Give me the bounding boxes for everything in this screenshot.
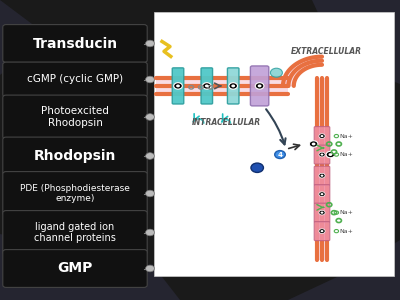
Text: INTRACELLULAR: INTRACELLULAR [192, 118, 260, 127]
Circle shape [320, 212, 324, 214]
FancyBboxPatch shape [3, 62, 147, 97]
Circle shape [319, 229, 325, 233]
FancyBboxPatch shape [3, 95, 147, 139]
FancyBboxPatch shape [172, 68, 184, 104]
Circle shape [320, 135, 324, 137]
FancyBboxPatch shape [3, 211, 147, 254]
FancyBboxPatch shape [154, 12, 394, 276]
Polygon shape [283, 57, 322, 86]
Polygon shape [312, 0, 400, 84]
Circle shape [319, 134, 325, 138]
FancyBboxPatch shape [228, 68, 239, 104]
Text: Na+: Na+ [339, 229, 353, 234]
Circle shape [205, 85, 209, 87]
Circle shape [319, 192, 325, 197]
Circle shape [231, 85, 235, 87]
FancyBboxPatch shape [317, 78, 327, 260]
Circle shape [176, 85, 180, 87]
FancyBboxPatch shape [314, 185, 330, 204]
Circle shape [328, 153, 332, 156]
Circle shape [320, 175, 324, 177]
FancyBboxPatch shape [3, 172, 147, 215]
Text: Na+: Na+ [339, 152, 353, 157]
FancyBboxPatch shape [250, 66, 269, 106]
Text: EXTRACELLULAR: EXTRACELLULAR [291, 47, 362, 56]
Circle shape [146, 114, 154, 120]
Polygon shape [288, 240, 400, 300]
Circle shape [202, 83, 211, 89]
Polygon shape [72, 264, 180, 300]
Polygon shape [0, 0, 48, 75]
Circle shape [326, 151, 335, 158]
Circle shape [319, 210, 325, 215]
Circle shape [251, 163, 264, 172]
Circle shape [255, 83, 264, 89]
Circle shape [146, 40, 154, 47]
Text: Na+: Na+ [339, 210, 353, 215]
Text: Transducin: Transducin [32, 37, 118, 50]
Circle shape [146, 76, 154, 83]
Circle shape [309, 141, 318, 147]
Circle shape [146, 265, 154, 272]
Circle shape [146, 229, 154, 236]
Circle shape [146, 153, 154, 159]
FancyBboxPatch shape [201, 68, 212, 104]
Text: GMP: GMP [57, 262, 93, 275]
Text: Rhodopsin: Rhodopsin [34, 149, 116, 163]
Circle shape [229, 83, 238, 89]
FancyBboxPatch shape [314, 127, 330, 146]
Circle shape [319, 173, 325, 178]
Text: Na+: Na+ [339, 134, 353, 139]
Polygon shape [0, 234, 100, 300]
Circle shape [275, 151, 285, 158]
FancyBboxPatch shape [3, 137, 147, 175]
FancyBboxPatch shape [314, 145, 330, 164]
Circle shape [320, 193, 324, 195]
Circle shape [258, 85, 262, 87]
FancyBboxPatch shape [314, 166, 330, 185]
FancyBboxPatch shape [156, 78, 288, 94]
Circle shape [270, 68, 282, 77]
Text: 4: 4 [278, 152, 282, 158]
Text: Photoexcited
Rhodopsin: Photoexcited Rhodopsin [41, 106, 109, 128]
Circle shape [320, 230, 324, 232]
Circle shape [174, 83, 182, 89]
Text: ligand gated ion
channel proteins: ligand gated ion channel proteins [34, 222, 116, 243]
Circle shape [146, 190, 154, 197]
FancyBboxPatch shape [314, 203, 330, 222]
Circle shape [312, 142, 316, 146]
Circle shape [320, 154, 324, 156]
Text: PDE (Phosphodiesterase
enzyme): PDE (Phosphodiesterase enzyme) [20, 184, 130, 203]
Circle shape [319, 152, 325, 157]
Text: cGMP (cyclic GMP): cGMP (cyclic GMP) [27, 74, 123, 85]
FancyBboxPatch shape [3, 25, 147, 62]
FancyBboxPatch shape [314, 222, 330, 241]
FancyBboxPatch shape [3, 250, 147, 287]
